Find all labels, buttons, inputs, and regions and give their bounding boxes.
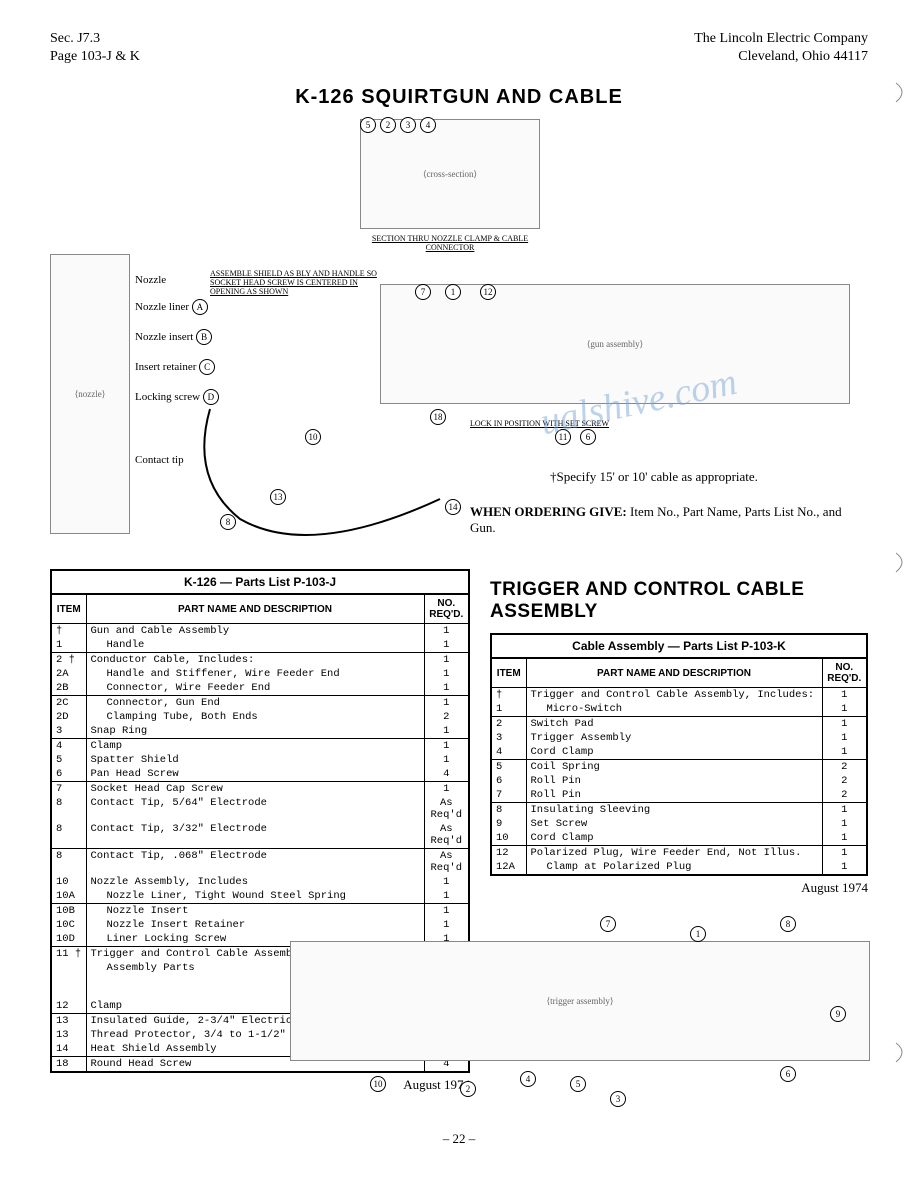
main-diagram-area: ⟨cross-section⟩ SECTION THRU NOZZLE CLAM… [50, 119, 868, 559]
section-diagram: ⟨cross-section⟩ [360, 119, 540, 229]
callout-b6: 6 [780, 1066, 796, 1082]
table-row: 10CNozzle Insert Retainer1 [51, 918, 469, 932]
table-row: †Gun and Cable Assembly1 [51, 624, 469, 639]
page-number: – 22 – [50, 1131, 868, 1147]
spec-note: †Specify 15' or 10' cable as appropriate… [550, 469, 758, 485]
callout-b1: 1 [690, 926, 706, 942]
ordering-note: WHEN ORDERING GIVE: Item No., Part Name,… [470, 504, 850, 536]
table-row: 6Pan Head Screw4 [51, 767, 469, 782]
binder-mark-mid [893, 550, 913, 575]
table-k-caption: Cable Assembly — Parts List P-103-K [490, 633, 868, 657]
callout-b4: 4 [520, 1071, 536, 1087]
table-j-date: August 1974 [50, 1077, 470, 1093]
col-qty-k: NO. REQ'D. [822, 658, 867, 688]
nozzle-diagram: ⟨nozzle⟩ [50, 254, 130, 534]
binder-mark-top [893, 80, 913, 105]
parts-table-k: Cable Assembly — Parts List P-103-K ITEM… [490, 633, 868, 876]
lock-note: LOCK IN POSITION WITH SET SCREW [470, 419, 609, 428]
section2-title: TRIGGER AND CONTROL CABLE ASSEMBLY [490, 579, 868, 623]
tables-row: K-126 — Parts List P-103-J ITEM PART NAM… [50, 569, 868, 1111]
table-row: 12Polarized Plug, Wire Feeder End, Not I… [491, 846, 867, 861]
assembly-note: ASSEMBLE SHIELD AS BLY AND HANDLE SO SOC… [210, 269, 380, 296]
table-row: 2BConnector, Wire Feeder End1 [51, 681, 469, 696]
table-row: 12AClamp at Polarized Plug1 [491, 860, 867, 875]
table-row: 4Cord Clamp1 [491, 745, 867, 760]
insert-retainer-label: Insert retainer C [135, 359, 215, 375]
col-desc-k: PART NAME AND DESCRIPTION [526, 658, 822, 688]
table-row: 7Socket Head Cap Screw1 [51, 782, 469, 797]
table-row: 6Roll Pin2 [491, 774, 867, 788]
table-k-body: †Trigger and Control Cable Assembly, Inc… [491, 688, 867, 876]
table-row: 10ANozzle Liner, Tight Wound Steel Sprin… [51, 889, 469, 904]
table-row: 10Cord Clamp1 [491, 831, 867, 846]
callout-b3: 3 [610, 1091, 626, 1107]
callout-g11: 11 [555, 429, 571, 445]
table-row: 7Roll Pin2 [491, 788, 867, 803]
table-row: 1Micro-Switch1 [491, 702, 867, 717]
table-row: 3Snap Ring1 [51, 724, 469, 739]
table-row: 10BNozzle Insert1 [51, 904, 469, 919]
table-row: †Trigger and Control Cable Assembly, Inc… [491, 688, 867, 703]
section-caption: SECTION THRU NOZZLE CLAMP & CABLE CONNEC… [350, 234, 550, 252]
table-row: 2CConnector, Gun End1 [51, 696, 469, 711]
table-row: 2Switch Pad1 [491, 717, 867, 732]
callout-b2: 2 [460, 1081, 476, 1097]
col-item: ITEM [51, 594, 86, 624]
callout-b7: 7 [600, 916, 616, 932]
bottom-diagram-area: ⟨trigger assembly⟩ 7 1 8 9 6 10 2 4 5 3 [490, 911, 868, 1111]
section-label: Sec. J7.3 [50, 30, 140, 48]
nozzle-label: Nozzle [135, 274, 166, 286]
nozzle-insert-label: Nozzle insert B [135, 329, 212, 345]
contact-tip-label: Contact tip [135, 454, 184, 466]
table-row: 8Contact Tip, 5/64" ElectrodeAs Req'd [51, 796, 469, 822]
table-row: 2 †Conductor Cable, Includes:1 [51, 653, 469, 668]
table-row: 2AHandle and Stiffener, Wire Feeder End1 [51, 667, 469, 681]
table-row: 8Insulating Sleeving1 [491, 803, 867, 818]
company-address: Cleveland, Ohio 44117 [694, 48, 868, 66]
table-j-caption: K-126 — Parts List P-103-J [50, 569, 470, 593]
table-row: 4Clamp1 [51, 739, 469, 754]
table-row: 5Spatter Shield1 [51, 753, 469, 767]
header-left: Sec. J7.3 Page 103-J & K [50, 30, 140, 66]
binder-mark-bottom [893, 1040, 913, 1065]
gun-body-diagram: ⟨gun assembly⟩ [380, 284, 850, 404]
callout-b5: 5 [570, 1076, 586, 1092]
col-item-k: ITEM [491, 658, 526, 688]
table-row: 10Nozzle Assembly, Includes1 [51, 875, 469, 889]
callout-b8: 8 [780, 916, 796, 932]
main-title: K-126 SQUIRTGUN AND CABLE [50, 86, 868, 109]
page-header: Sec. J7.3 Page 103-J & K The Lincoln Ele… [50, 30, 868, 66]
company-name: The Lincoln Electric Company [694, 30, 868, 48]
table-row: 8Contact Tip, 3/32" ElectrodeAs Req'd [51, 822, 469, 849]
table-row: 9Set Screw1 [491, 817, 867, 831]
table-row: 1Handle1 [51, 638, 469, 653]
trigger-diagram: ⟨trigger assembly⟩ [290, 941, 870, 1061]
table-k-date: August 1974 [490, 880, 868, 896]
nozzle-liner-label: Nozzle liner A [135, 299, 208, 315]
right-column: TRIGGER AND CONTROL CABLE ASSEMBLY Cable… [490, 569, 868, 1111]
header-right: The Lincoln Electric Company Cleveland, … [694, 30, 868, 66]
page-label: Page 103-J & K [50, 48, 140, 66]
table-row: 5Coil Spring2 [491, 760, 867, 775]
callout-g6: 6 [580, 429, 596, 445]
table-row: 2DClamping Tube, Both Ends2 [51, 710, 469, 724]
table-row: 3Trigger Assembly1 [491, 731, 867, 745]
col-desc: PART NAME AND DESCRIPTION [86, 594, 424, 624]
col-qty: NO. REQ'D. [424, 594, 469, 624]
table-row: 8Contact Tip, .068" ElectrodeAs Req'd [51, 849, 469, 876]
